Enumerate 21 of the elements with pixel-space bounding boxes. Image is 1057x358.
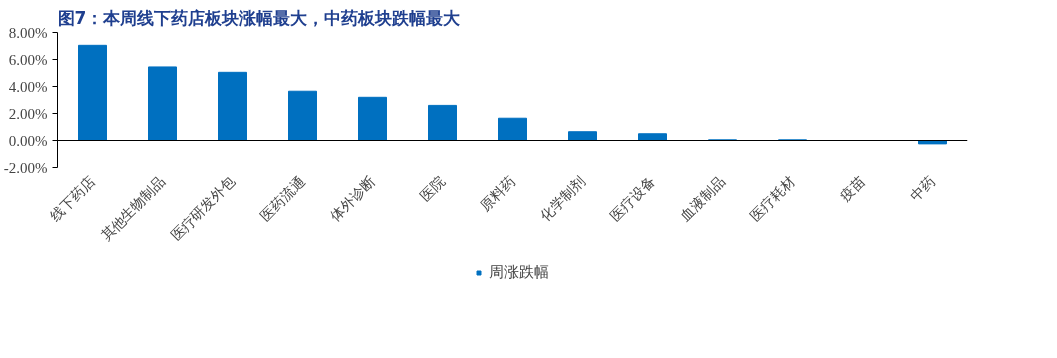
y-tick-label: 6.00% [8, 51, 48, 68]
x-tick-label: 中药 [907, 172, 939, 204]
x-tick-label: 原料药 [477, 172, 519, 214]
chart-title: 图7：本周线下药店板块涨幅最大，中药板块跌幅最大 [57, 7, 462, 28]
x-tick-label: 线下药店 [47, 172, 99, 224]
x-tick-label: 医疗设备 [607, 172, 659, 224]
y-tick-label: 4.00% [8, 78, 48, 95]
legend-label: 周涨跌幅 [488, 262, 549, 282]
x-tick-label: 其他生物制品 [97, 172, 169, 244]
x-tick-label: 医药流通 [257, 172, 309, 224]
y-tick-label: 8.00% [8, 24, 48, 41]
x-tick-label: 医院 [417, 172, 449, 204]
x-tick-label: 体外诊断 [327, 172, 379, 224]
x-tick-label: 医疗耗材 [747, 172, 799, 224]
y-tick-label: 2.00% [8, 105, 48, 122]
y-tick-label: 0.00% [8, 132, 48, 149]
x-tick-label: 疫苗 [837, 172, 869, 204]
x-tick-label: 血液制品 [677, 172, 729, 224]
x-tick-label: 化学制剂 [537, 172, 589, 224]
y-tick-label: -2.00% [3, 159, 48, 176]
x-tick-label: 医疗研发外包 [167, 172, 239, 244]
